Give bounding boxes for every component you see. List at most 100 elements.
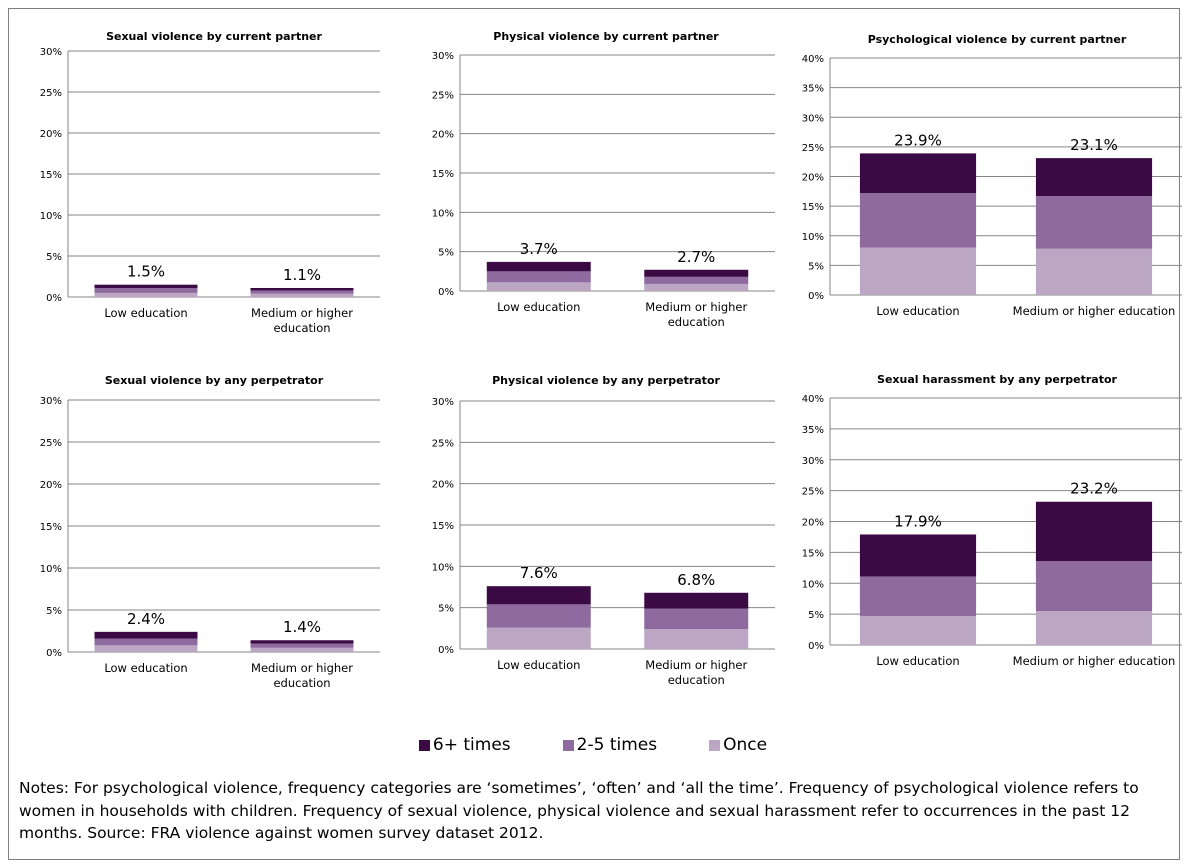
bar-segment-6-times <box>859 153 977 194</box>
bar-segment-once <box>859 247 977 295</box>
y-tick-label: 5% <box>808 261 824 272</box>
chart-title: Sexual violence by any perpetrator <box>105 374 324 387</box>
total-label: 2.7% <box>677 248 715 266</box>
chart-title: Physical violence by any perpetrator <box>492 374 720 387</box>
y-tick-label: 30% <box>432 51 454 62</box>
legend-item-six-plus: 6+ times <box>418 733 511 757</box>
y-tick-label: 15% <box>40 522 62 533</box>
bar-segment-6-times <box>486 261 591 272</box>
category-label-line: Medium or higher <box>645 658 747 672</box>
bar-segment-6-times <box>94 631 198 639</box>
total-label: 3.7% <box>520 240 558 258</box>
y-tick-label: 30% <box>802 113 824 124</box>
bar-segment-6-times <box>250 287 354 291</box>
y-tick-label: 30% <box>40 396 62 407</box>
y-tick-label: 10% <box>432 208 454 219</box>
total-label: 1.4% <box>283 618 321 636</box>
total-label: 7.6% <box>520 564 558 582</box>
y-tick-label: 20% <box>432 480 454 491</box>
bar-segment-once <box>644 629 749 649</box>
bar-segment-once <box>250 293 354 297</box>
y-tick-label: 20% <box>40 129 62 140</box>
y-tick-label: 0% <box>46 648 62 659</box>
bar-segment-6-times <box>1035 158 1153 197</box>
bar-segment-once <box>859 615 977 645</box>
y-tick-label: 5% <box>438 604 454 615</box>
bar-segment-6-times <box>1035 501 1153 562</box>
chart-title: Psychological violence by current partne… <box>868 33 1127 46</box>
category-label-line: education <box>668 315 725 329</box>
bar-segment-6-times <box>250 640 354 644</box>
category-label-line: Medium or higher <box>251 661 353 675</box>
total-label: 23.9% <box>894 131 942 149</box>
bar-segment-6-times <box>644 592 749 609</box>
y-tick-label: 25% <box>40 438 62 449</box>
bar-segment-2-5-times <box>644 608 749 630</box>
category-label: Medium or higher education <box>1013 304 1176 318</box>
chart-title: Sexual harassment by any perpetrator <box>877 373 1118 386</box>
total-label: 2.4% <box>127 610 165 628</box>
y-tick-label: 5% <box>438 248 454 259</box>
category-label: Low education <box>104 306 187 320</box>
category-label: Low education <box>876 304 959 318</box>
chart-title: Sexual violence by current partner <box>106 30 322 43</box>
total-label: 1.5% <box>127 263 165 281</box>
bar-segment-once <box>250 647 354 652</box>
figure-frame <box>8 8 1180 860</box>
y-tick-label: 20% <box>432 130 454 141</box>
legend-item-once: Once <box>709 733 767 757</box>
category-label: Low education <box>497 300 580 314</box>
y-tick-label: 5% <box>46 252 62 263</box>
y-tick-label: 35% <box>802 425 824 436</box>
y-tick-label: 20% <box>802 518 824 529</box>
bar-segment-2-5-times <box>94 287 198 293</box>
category-label: Medium or higher education <box>251 306 353 335</box>
bar-segment-6-times <box>859 534 977 577</box>
category-label: Low education <box>497 658 580 672</box>
y-tick-label: 25% <box>802 487 824 498</box>
y-tick-label: 10% <box>40 564 62 575</box>
category-label-line: education <box>273 321 330 335</box>
category-label: Low education <box>104 661 187 675</box>
bar-segment-6-times <box>94 284 198 288</box>
total-label: 17.9% <box>894 512 942 530</box>
bar-segment-2-5-times <box>486 604 591 628</box>
bar-segment-2-5-times <box>486 271 591 283</box>
y-tick-label: 35% <box>802 84 824 95</box>
y-tick-label: 15% <box>432 169 454 180</box>
y-tick-label: 0% <box>808 291 824 302</box>
legend-swatch-two-five <box>562 739 574 751</box>
bar-segment-once <box>1035 611 1153 645</box>
bar-segment-2-5-times <box>859 576 977 616</box>
category-label: Low education <box>876 654 959 668</box>
category-label-line: Medium or higher <box>645 300 747 314</box>
bar-segment-2-5-times <box>644 276 749 284</box>
category-label: Medium or higher education <box>645 300 747 329</box>
figure-notes: Notes: For psychological violence, frequ… <box>19 779 1139 842</box>
y-tick-label: 10% <box>40 211 62 222</box>
bar-segment-once <box>644 283 749 291</box>
bar-segment-2-5-times <box>1035 196 1153 249</box>
y-tick-label: 5% <box>808 610 824 621</box>
y-tick-label: 30% <box>802 456 824 467</box>
y-tick-label: 15% <box>432 521 454 532</box>
y-tick-label: 15% <box>802 548 824 559</box>
y-tick-label: 10% <box>802 232 824 243</box>
y-tick-label: 30% <box>432 397 454 408</box>
bar-segment-6-times <box>644 269 749 277</box>
category-label: Medium or higher education <box>645 658 747 687</box>
chart-title: Physical violence by current partner <box>493 30 719 43</box>
legend: 6+ times 2-5 times Once <box>0 733 1186 757</box>
bar-segment-once <box>486 627 591 649</box>
category-label-line: Medium or higher <box>251 306 353 320</box>
y-tick-label: 40% <box>802 54 824 65</box>
bar-segment-2-5-times <box>1035 561 1153 612</box>
bar-segment-2-5-times <box>250 643 354 648</box>
y-tick-label: 15% <box>802 202 824 213</box>
total-label: 6.8% <box>677 571 715 589</box>
y-tick-label: 20% <box>802 173 824 184</box>
legend-swatch-once <box>709 739 721 751</box>
legend-label-six-plus: 6+ times <box>432 735 511 755</box>
category-label-line: education <box>273 676 330 690</box>
